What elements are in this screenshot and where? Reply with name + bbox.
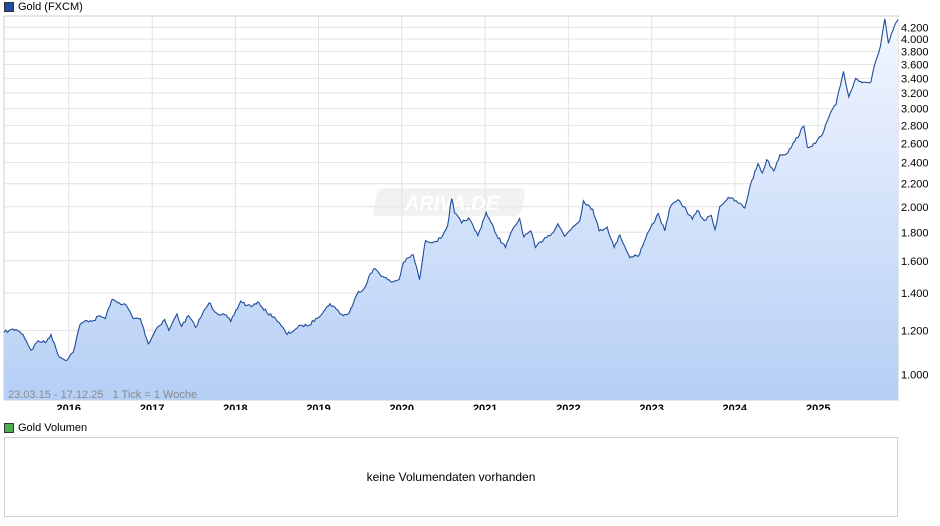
y-tick-label: 2.800 xyxy=(901,120,929,132)
x-tick-label: 2025 xyxy=(806,403,830,410)
main-legend: Gold (FXCM) xyxy=(4,0,83,14)
y-tick-label: 3.000 xyxy=(901,104,929,116)
volume-panel: keine Volumendaten vorhanden xyxy=(4,437,898,517)
y-tick-label: 4.000 xyxy=(901,34,929,46)
y-tick-label: 2.400 xyxy=(901,158,929,170)
y-tick-label: 2.000 xyxy=(901,202,929,214)
x-tick-label: 2023 xyxy=(639,403,663,410)
y-tick-label: 1.400 xyxy=(901,288,929,300)
y-tick-label: 3.400 xyxy=(901,73,929,85)
y-tick-label: 2.600 xyxy=(901,138,929,150)
y-tick-label: 1.800 xyxy=(901,227,929,239)
x-tick-label: 2022 xyxy=(556,403,580,410)
x-tick-label: 2021 xyxy=(473,403,497,410)
price-line xyxy=(3,18,899,361)
x-tick-label: 2016 xyxy=(56,403,80,410)
y-tick-label: 3.200 xyxy=(901,88,929,100)
y-tick-label: 4.200 xyxy=(901,22,929,34)
x-tick-label: 2017 xyxy=(140,403,164,410)
volume-legend: Gold Volumen xyxy=(4,421,87,435)
y-tick-label: 3.800 xyxy=(901,46,929,58)
y-tick-label: 1.000 xyxy=(901,370,929,382)
x-tick-label: 2019 xyxy=(306,403,330,410)
y-tick-label: 2.200 xyxy=(901,179,929,191)
range-info: 23.03.15 - 17.12.25 1 Tick = 1 Woche xyxy=(8,389,197,401)
main-legend-label: Gold (FXCM) xyxy=(18,1,83,13)
price-area xyxy=(4,18,898,401)
y-tick-label: 3.600 xyxy=(901,60,929,72)
y-tick-label: 1.200 xyxy=(901,325,929,337)
watermark: ARIVA.DE xyxy=(373,188,526,216)
main-legend-swatch xyxy=(4,2,14,12)
volume-legend-label: Gold Volumen xyxy=(18,422,88,434)
x-tick-label: 2024 xyxy=(723,403,748,410)
y-tick-label: 1.600 xyxy=(901,256,929,268)
volume-legend-swatch xyxy=(4,423,14,433)
x-axis: 2016 2017 2018 2019 2020 2021 2022 2023 2024 2025 xyxy=(56,403,830,410)
y-axis: 1.000 1.200 1.400 1.600 1.800 2.000 2.200 2.400… xyxy=(901,22,929,381)
x-tick-label: 2018 xyxy=(223,403,247,410)
x-tick-label: 2020 xyxy=(390,403,414,410)
volume-message: keine Volumendaten vorhanden xyxy=(366,470,536,484)
price-chart: ARIVA.DE 1.000 1.200 1.400 1.600 1.800 2.000 2… xyxy=(3,15,929,410)
